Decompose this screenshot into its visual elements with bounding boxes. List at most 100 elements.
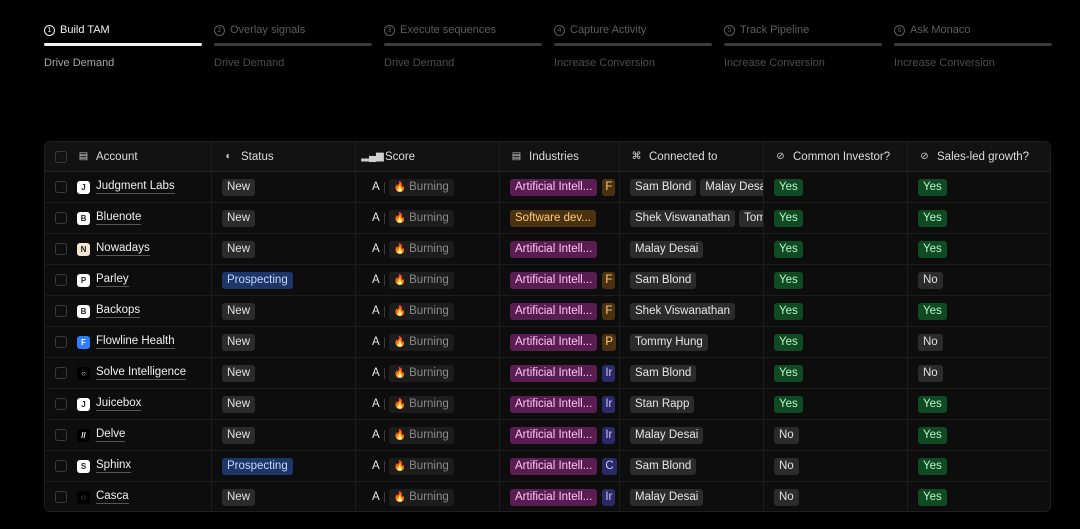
- status-cell[interactable]: New: [212, 234, 356, 264]
- row-checkbox[interactable]: [55, 367, 67, 379]
- investor-cell[interactable]: Yes: [764, 203, 908, 233]
- row-checkbox[interactable]: [55, 336, 67, 348]
- column-header-sales[interactable]: ⊘ Sales-led growth?: [908, 142, 1050, 171]
- industries-cell[interactable]: Artificial Intell... F: [500, 296, 620, 326]
- table-row[interactable]: F Flowline Health New A 🔥 Burning Artific…: [45, 327, 1050, 358]
- table-row[interactable]: // Delve New A 🔥 Burning Artificial Intel…: [45, 420, 1050, 451]
- account-name-link[interactable]: Flowline Health: [96, 335, 175, 349]
- step-capture-activity[interactable]: 4 Capture Activity Increase Conversion: [554, 0, 712, 80]
- column-header-status[interactable]: ◐ Status: [212, 142, 356, 171]
- investor-cell[interactable]: No: [764, 451, 908, 481]
- connected-cell[interactable]: Stan Rapp: [620, 389, 764, 419]
- row-checkbox[interactable]: [55, 491, 67, 503]
- status-badge[interactable]: New: [222, 209, 256, 227]
- connected-person-tag[interactable]: Malay Desai: [630, 488, 704, 506]
- table-row[interactable]: J Juicebox New A 🔥 Burning Artificial Int…: [45, 389, 1050, 420]
- connected-person-tag[interactable]: Sam Blond: [630, 178, 697, 196]
- connected-cell[interactable]: Shek Viswanathan: [620, 296, 764, 326]
- connected-person-tag[interactable]: Sam Blond: [630, 457, 697, 475]
- status-badge[interactable]: Prospecting: [222, 457, 293, 475]
- account-cell[interactable]: J Juicebox: [45, 389, 212, 419]
- status-cell[interactable]: New: [212, 420, 356, 450]
- connected-cell[interactable]: Sam Blond: [620, 451, 764, 481]
- account-cell[interactable]: // Delve: [45, 420, 212, 450]
- sales-cell[interactable]: Yes: [908, 451, 1050, 481]
- investor-cell[interactable]: Yes: [764, 234, 908, 264]
- sales-cell[interactable]: Yes: [908, 420, 1050, 450]
- connected-cell[interactable]: Shek Viswanathan Tom: [620, 203, 764, 233]
- account-name-link[interactable]: Bluenote: [96, 211, 142, 225]
- industry-tag[interactable]: Artificial Intell...: [510, 457, 598, 475]
- step-overlay-signals[interactable]: 2 Overlay signals Drive Demand: [214, 0, 372, 80]
- account-name-link[interactable]: Nowadays: [96, 242, 150, 256]
- status-cell[interactable]: New: [212, 172, 356, 202]
- industry-tag[interactable]: Artificial Intell...: [510, 240, 598, 258]
- account-name-link[interactable]: Casca: [96, 490, 129, 504]
- industries-cell[interactable]: Artificial Intell... Ir: [500, 358, 620, 388]
- industries-cell[interactable]: Artificial Intell... F: [500, 172, 620, 202]
- sales-cell[interactable]: No: [908, 327, 1050, 357]
- account-cell[interactable]: S Sphinx: [45, 451, 212, 481]
- account-name-link[interactable]: Sphinx: [96, 459, 132, 473]
- table-row[interactable]: B Bluenote New A 🔥 Burning Software dev..…: [45, 203, 1050, 234]
- industry-tag[interactable]: Software dev...: [510, 209, 596, 227]
- status-cell[interactable]: New: [212, 389, 356, 419]
- investor-cell[interactable]: Yes: [764, 327, 908, 357]
- account-name-link[interactable]: Delve: [96, 428, 126, 442]
- connected-cell[interactable]: Sam Blond: [620, 358, 764, 388]
- row-checkbox[interactable]: [55, 243, 67, 255]
- sales-cell[interactable]: Yes: [908, 296, 1050, 326]
- connected-person-tag[interactable]: Sam Blond: [630, 364, 697, 382]
- industry-tag[interactable]: Artificial Intell...: [510, 488, 598, 506]
- investor-cell[interactable]: Yes: [764, 389, 908, 419]
- sales-cell[interactable]: Yes: [908, 482, 1050, 511]
- account-name-link[interactable]: Judgment Labs: [96, 180, 175, 194]
- connected-person-tag[interactable]: Tommy Hung: [630, 333, 708, 351]
- investor-cell[interactable]: Yes: [764, 265, 908, 295]
- status-badge[interactable]: New: [222, 240, 256, 258]
- step-build-tam[interactable]: 1 Build TAM Drive Demand: [44, 0, 202, 80]
- status-badge[interactable]: New: [222, 488, 256, 506]
- row-checkbox[interactable]: [55, 429, 67, 441]
- account-cell[interactable]: P Parley: [45, 265, 212, 295]
- connected-person-tag[interactable]: Shek Viswanathan: [630, 209, 736, 227]
- sales-cell[interactable]: Yes: [908, 234, 1050, 264]
- account-cell[interactable]: ◌ Casca: [45, 482, 212, 511]
- investor-cell[interactable]: Yes: [764, 172, 908, 202]
- connected-cell[interactable]: Malay Desai: [620, 234, 764, 264]
- status-badge[interactable]: New: [222, 178, 256, 196]
- column-header-account[interactable]: ▤ Account: [45, 142, 212, 171]
- connected-person-tag[interactable]: Malay Desai: [630, 426, 704, 444]
- row-checkbox[interactable]: [55, 460, 67, 472]
- industry-tag[interactable]: Artificial Intell...: [510, 178, 598, 196]
- industries-cell[interactable]: Artificial Intell...: [500, 234, 620, 264]
- status-cell[interactable]: New: [212, 296, 356, 326]
- account-name-link[interactable]: Parley: [96, 273, 129, 287]
- industries-cell[interactable]: Artificial Intell... Ir: [500, 389, 620, 419]
- table-row[interactable]: S Sphinx Prospecting A 🔥 Burning Artifici…: [45, 451, 1050, 482]
- status-badge[interactable]: Prospecting: [222, 271, 293, 289]
- row-checkbox[interactable]: [55, 212, 67, 224]
- column-header-investor[interactable]: ⊘ Common Investor?: [764, 142, 908, 171]
- step-ask-monaco[interactable]: 6 Ask Monaco Increase Conversion: [894, 0, 1052, 80]
- sales-cell[interactable]: Yes: [908, 172, 1050, 202]
- table-row[interactable]: J Judgment Labs New A 🔥 Burning Artificia…: [45, 172, 1050, 203]
- status-badge[interactable]: New: [222, 426, 256, 444]
- industry-tag[interactable]: Artificial Intell...: [510, 302, 598, 320]
- account-cell[interactable]: J Judgment Labs: [45, 172, 212, 202]
- investor-cell[interactable]: Yes: [764, 358, 908, 388]
- industry-tag[interactable]: Artificial Intell...: [510, 426, 598, 444]
- table-row[interactable]: N Nowadays New A 🔥 Burning Artificial Int…: [45, 234, 1050, 265]
- step-execute-sequences[interactable]: 3 Execute sequences Drive Demand: [384, 0, 542, 80]
- connected-cell[interactable]: Sam Blond: [620, 265, 764, 295]
- column-header-score[interactable]: ▂▄▆ Score: [356, 142, 500, 171]
- account-cell[interactable]: N Nowadays: [45, 234, 212, 264]
- sales-cell[interactable]: Yes: [908, 203, 1050, 233]
- account-name-link[interactable]: Solve Intelligence: [96, 366, 187, 380]
- investor-cell[interactable]: No: [764, 420, 908, 450]
- industry-tag[interactable]: Artificial Intell...: [510, 395, 598, 413]
- connected-cell[interactable]: Sam Blond Malay Desa: [620, 172, 764, 202]
- connected-person-tag[interactable]: Sam Blond: [630, 271, 697, 289]
- status-badge[interactable]: New: [222, 395, 256, 413]
- table-row[interactable]: B Backops New A 🔥 Burning Artificial Inte…: [45, 296, 1050, 327]
